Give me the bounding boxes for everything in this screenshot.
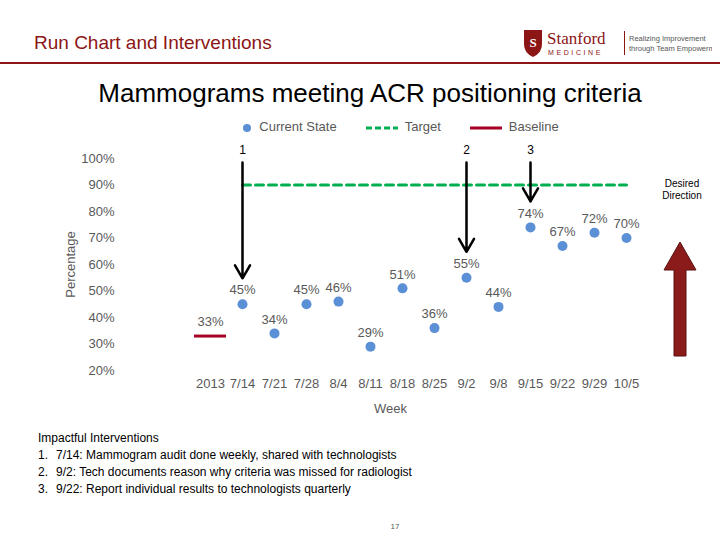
svg-text:2013: 2013 <box>196 376 225 391</box>
svg-text:8/4: 8/4 <box>329 376 347 391</box>
svg-text:Percentage: Percentage <box>63 231 78 298</box>
html-text:7/14: Mammogram audit done wee: 7/14: Mammogram audit done weekly, share… <box>56 448 397 462</box>
svg-text:10/5: 10/5 <box>614 376 639 391</box>
svg-text:46%: 46% <box>325 280 351 295</box>
svg-text:9/2: 9/2 <box>457 376 475 391</box>
svg-text:8/25: 8/25 <box>422 376 447 391</box>
svg-text:36%: 36% <box>421 306 447 321</box>
html-text:Run Chart and Interventions: Run Chart and Interventions <box>34 32 272 53</box>
svg-text:55%: 55% <box>453 256 479 271</box>
svg-text:MEDICINE: MEDICINE <box>548 49 603 56</box>
svg-text:through Team Empowerment: through Team Empowerment <box>629 44 712 53</box>
svg-text:1: 1 <box>239 143 246 157</box>
svg-text:8/11: 8/11 <box>358 376 382 391</box>
svg-text:40%: 40% <box>88 310 114 325</box>
html-text:2.: 2. <box>38 465 48 479</box>
html-text:Desired Direction: Desired Direction <box>662 178 702 201</box>
svg-text:100%: 100% <box>81 151 115 166</box>
svg-text:45%: 45% <box>293 282 319 297</box>
svg-text:74%: 74% <box>517 206 543 221</box>
html-text:17: 17 <box>390 522 400 531</box>
svg-text:50%: 50% <box>88 283 114 298</box>
svg-text:70%: 70% <box>88 230 114 245</box>
html-text:Target: Target <box>404 119 441 135</box>
svg-text:90%: 90% <box>88 177 114 192</box>
html-text:9/22: Report individual result: 9/22: Report individual results to techn… <box>56 482 351 496</box>
svg-text:Stanford: Stanford <box>547 29 606 48</box>
svg-text:67%: 67% <box>549 224 575 239</box>
html-text:Baseline: Baseline <box>508 119 559 135</box>
svg-text:29%: 29% <box>357 325 383 340</box>
svg-text:Realizing Improvement: Realizing Improvement <box>629 34 707 43</box>
svg-text:8/18: 8/18 <box>390 376 415 391</box>
svg-text:9/29: 9/29 <box>582 376 607 391</box>
svg-text:9/22: 9/22 <box>550 376 575 391</box>
html-text:9/2: Tech documents reason why: 9/2: Tech documents reason why criteria … <box>56 465 412 479</box>
html-text:3.: 3. <box>38 482 48 496</box>
svg-text:45%: 45% <box>229 282 255 297</box>
svg-text:72%: 72% <box>581 211 607 226</box>
svg-text:80%: 80% <box>88 204 114 219</box>
svg-text:S: S <box>529 35 536 50</box>
svg-text:3: 3 <box>527 143 534 157</box>
svg-text:20%: 20% <box>88 363 114 378</box>
html-text:Impactful Interventions: Impactful Interventions <box>38 431 159 445</box>
svg-text:34%: 34% <box>261 312 287 327</box>
svg-text:30%: 30% <box>88 336 114 351</box>
html-text:1.: 1. <box>38 448 48 462</box>
svg-text:9/15: 9/15 <box>518 376 543 391</box>
svg-text:2: 2 <box>463 143 470 157</box>
svg-text:70%: 70% <box>613 216 639 231</box>
html-text:Mammograms meeting ACR positio: Mammograms meeting ACR positioning crite… <box>98 78 642 108</box>
svg-text:7/14: 7/14 <box>230 376 255 391</box>
svg-text:9/8: 9/8 <box>489 376 507 391</box>
svg-text:60%: 60% <box>88 257 114 272</box>
svg-text:44%: 44% <box>485 285 511 300</box>
svg-text:7/28: 7/28 <box>294 376 319 391</box>
svg-text:7/21: 7/21 <box>262 376 287 391</box>
svg-text:51%: 51% <box>389 267 415 282</box>
svg-text:33%: 33% <box>197 314 223 329</box>
html-text:Current State: Current State <box>259 119 337 135</box>
svg-text:Week: Week <box>374 401 407 416</box>
